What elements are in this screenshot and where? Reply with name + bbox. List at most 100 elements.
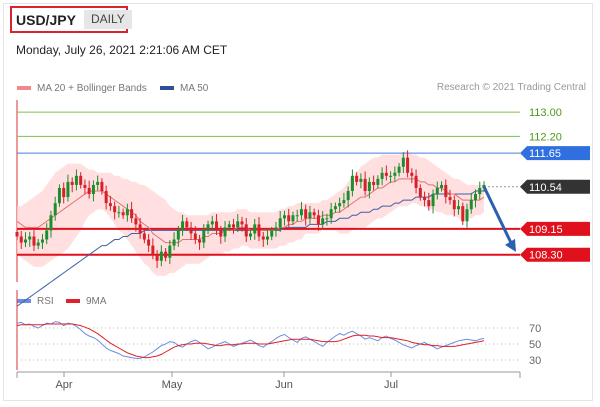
legend-rsi-label: RSI [37,296,54,307]
candle-body [253,224,257,234]
candle-body [19,236,23,243]
candle-body [142,233,146,240]
candle-body [333,206,337,210]
candle-body [66,181,70,198]
candle-body [469,200,473,210]
legend-9ma-label: 9MA [86,296,107,307]
candle-body [49,215,53,231]
candle-body [465,209,469,222]
candle-body [87,187,91,195]
candle-body [308,212,312,219]
timeframe-badge[interactable]: DAILY [84,10,132,29]
candle-body [159,251,163,261]
rsi-tick-70: 70 [529,323,541,335]
candle-body [380,172,384,179]
candle-body [427,200,431,207]
candle-body [389,175,393,177]
forecast-arrow-head [505,238,516,252]
candle-body [32,236,36,246]
candle-body [265,236,269,240]
candle-body [350,175,354,191]
candle-body [147,239,151,246]
candle-body [113,206,117,213]
rsi-9ma-line [16,323,485,359]
candle-body [431,194,435,207]
candle-body [100,181,104,191]
candle-body [295,215,299,217]
ma50-swatch [160,86,174,91]
legend-9ma: 9MA [66,296,107,307]
candle-body [474,194,478,201]
candle-body [457,206,461,210]
candle-body [83,184,87,188]
level-label-109.15: 109.15 [529,224,563,236]
candle-body [414,175,418,188]
candle-body [15,231,19,237]
legend-ma20: MA 20 + Bollinger Bands [17,83,147,94]
candle-body [198,239,202,243]
candle-body [355,175,359,182]
bollinger-band [17,151,484,276]
forecast-arrow-shaft [482,186,515,248]
x-tick-May: May [162,379,183,391]
candle-body [104,191,108,204]
candle-body [444,184,448,198]
candle-body [210,221,214,225]
candle-body [393,172,397,176]
candle-body [282,215,286,219]
candle-body [117,212,121,214]
x-tick-Jun: Jun [275,379,293,391]
candle-body [176,230,180,240]
candle-body [435,187,439,195]
rsi-line [16,321,485,359]
candle-body [312,212,316,216]
candle-body [325,218,329,220]
candle-body [206,224,210,231]
candle-body [291,215,295,222]
level-label-110.54: 110.54 [529,182,562,194]
candle-body [134,218,138,225]
candles [15,150,486,269]
candle-body [223,227,227,237]
candle-body [257,224,261,237]
candle-body [461,206,465,222]
candle-body [53,203,57,216]
candle-body [108,203,112,207]
candle-body [172,239,176,246]
candle-body [482,184,486,188]
candle-body [401,157,405,167]
candle-body [219,230,223,237]
candle-body [244,224,248,237]
candle-body [121,212,125,216]
candle-body [57,187,61,204]
candle-body [28,236,32,240]
candle-body [372,181,376,185]
candle-body [410,172,414,176]
level-label-109.15-tag [520,221,590,236]
level-label-108.30: 108.30 [529,250,563,262]
candle-body [155,254,159,261]
candle-body [329,209,333,219]
candle-body [62,187,66,198]
candle-body [202,230,206,243]
candle-body [164,251,168,258]
candle-body [168,245,172,258]
candle-body [384,172,388,176]
credit-text: Research © 2021 Trading Central [436,82,586,93]
x-tick-Apr: Apr [55,379,72,391]
legend-ma50-label: MA 50 [180,83,209,94]
symbol-header[interactable]: USD/JPY DAILY [10,6,132,33]
candle-body [376,178,380,185]
candle-body [45,230,49,240]
rsi-tick-30: 30 [529,355,541,367]
rsi-tick-50: 50 [529,339,541,351]
candle-body [215,221,219,231]
x-tick-Jul: Jul [384,379,398,391]
timestamp: Monday, July 26, 2021 2:21:06 AM CET [16,43,228,57]
legend-ma20-label: MA 20 + Bollinger Bands [37,83,147,94]
candle-body [23,239,27,243]
candle-body [299,209,303,216]
candle-body [79,175,83,185]
candle-body [363,178,367,191]
